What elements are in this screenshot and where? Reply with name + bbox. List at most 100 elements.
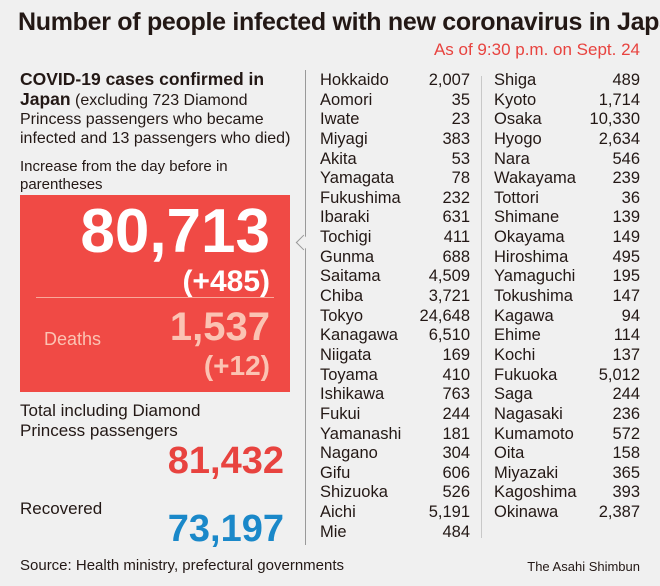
prefecture-row: Ibaraki 631 (320, 208, 470, 228)
prefecture-cases: 36 (621, 188, 640, 207)
prefecture-name: Niigata (320, 345, 372, 364)
recovered-label: Recovered (20, 499, 103, 518)
prefecture-cases: 546 (612, 149, 640, 168)
prefecture-name: Osaka (494, 110, 542, 129)
prefecture-name: Hyogo (494, 129, 542, 148)
prefecture-cases: 232 (442, 188, 470, 207)
prefecture-row: Yamagata 78 (320, 169, 470, 189)
prefecture-cases: 2,007 (428, 71, 470, 89)
prefecture-cases: 5,191 (428, 503, 470, 522)
prefecture-cases: 137 (612, 345, 640, 364)
prefecture-name: Nara (494, 149, 530, 168)
prefecture-cases: 2,387 (598, 503, 640, 522)
prefecture-row: Aichi 5,191 (320, 503, 470, 523)
prefecture-cases: 495 (612, 247, 640, 266)
prefecture-name: Tottori (494, 188, 539, 207)
intro-text: COVID-19 cases confirmed in Japan (exclu… (20, 70, 310, 148)
prefecture-cases: 606 (442, 463, 470, 482)
prefecture-row: Nagasaki 236 (494, 405, 640, 425)
prefecture-row: Saga 244 (494, 385, 640, 405)
prefecture-row: Nagano 304 (320, 444, 470, 464)
prefecture-row: Iwate 23 (320, 110, 470, 130)
prefecture-cases: 2,634 (598, 129, 640, 148)
prefecture-cases: 78 (451, 169, 470, 188)
prefecture-cases: 53 (451, 149, 470, 168)
prefecture-row: Shiga 489 (494, 71, 640, 91)
prefecture-cases: 365 (612, 463, 640, 482)
prefecture-row: Miyazaki 365 (494, 464, 640, 484)
prefecture-cases: 304 (442, 444, 470, 463)
prefecture-name: Shimane (494, 208, 560, 227)
prefecture-name: Kagoshima (494, 483, 577, 502)
prefecture-name: Oita (494, 444, 525, 463)
deaths-count: 1,537 (169, 305, 270, 349)
credit: The Asahi Shimbun (527, 559, 640, 574)
prefecture-row: Hiroshima 495 (494, 248, 640, 268)
prefecture-name: Miyagi (320, 129, 368, 148)
prefecture-name: Ibaraki (320, 208, 370, 227)
prefecture-name: Saga (494, 385, 533, 404)
including-dp-total: 81,432 (167, 440, 284, 482)
prefecture-name: Ehime (494, 326, 541, 345)
prefecture-name: Hokkaido (320, 71, 389, 89)
prefecture-row: Shimane 139 (494, 208, 640, 228)
prefecture-name: Fukuoka (494, 365, 558, 384)
prefecture-name: Gunma (320, 247, 375, 266)
prefecture-name: Shizuoka (320, 483, 388, 502)
prefecture-list-east: Hokkaido 2,007 Aomori 35 Iwate 23 Miyagi 383 Aki… (320, 71, 470, 542)
prefecture-cases: 236 (612, 404, 640, 423)
page-title: Number of people infected with new coron… (18, 8, 660, 36)
prefecture-row: Miyagi 383 (320, 130, 470, 150)
prefecture-row: Fukui 244 (320, 405, 470, 425)
prefecture-name: Kumamoto (494, 424, 574, 443)
prefecture-name: Nagasaki (494, 404, 563, 423)
prefecture-row: Ishikawa 763 (320, 385, 470, 405)
increase-note: Increase from the day before in parenthe… (20, 158, 228, 193)
prefecture-name: Kyoto (494, 90, 537, 109)
prefecture-name: Ishikawa (320, 385, 385, 404)
prefecture-name: Aomori (320, 90, 373, 109)
prefecture-name: Kagawa (494, 306, 554, 325)
column-divider (481, 76, 482, 538)
prefecture-cases: 244 (612, 385, 640, 404)
prefecture-name: Chiba (320, 287, 364, 306)
prefecture-row: Kagoshima 393 (494, 483, 640, 503)
intro-heading: COVID-19 cases confirmed in Japan (20, 69, 265, 109)
total-cases-increase: (+485) (182, 265, 270, 298)
prefecture-row: Yamaguchi 195 (494, 267, 640, 287)
prefecture-name: Fukui (320, 404, 361, 423)
prefecture-cases: 35 (451, 90, 470, 109)
prefecture-row: Shizuoka 526 (320, 483, 470, 503)
prefecture-row: Mie 484 (320, 523, 470, 543)
prefecture-name: Okinawa (494, 503, 559, 522)
prefecture-row: Oita 158 (494, 444, 640, 464)
prefecture-row: Gifu 606 (320, 464, 470, 484)
prefecture-row: Tochigi 411 (320, 228, 470, 248)
prefecture-row: Tokyo 24,648 (320, 307, 470, 327)
prefecture-row: Ehime 114 (494, 326, 640, 346)
prefecture-cases: 484 (442, 522, 470, 541)
prefecture-cases: 572 (612, 424, 640, 443)
prefecture-cases: 411 (443, 228, 470, 247)
prefecture-name: Tokushima (494, 287, 573, 306)
prefecture-row: Kochi 137 (494, 346, 640, 366)
prefecture-name: Gifu (320, 463, 351, 482)
prefecture-name: Mie (320, 522, 347, 541)
prefecture-name: Kochi (494, 345, 536, 364)
intro-detail: (excluding 723 Diamond Princess passenge… (20, 92, 291, 147)
recovered-count: 73,197 (167, 508, 284, 550)
prefecture-name: Nagano (320, 444, 378, 463)
total-cases: 80,713 (80, 197, 270, 266)
prefecture-row: Chiba 3,721 (320, 287, 470, 307)
prefecture-cases: 195 (612, 267, 640, 286)
as-of-timestamp: As of 9:30 p.m. on Sept. 24 (433, 40, 640, 59)
prefecture-row: Osaka 10,330 (494, 110, 640, 130)
deaths-label: Deaths (44, 329, 102, 349)
prefecture-row: Fukuoka 5,012 (494, 366, 640, 386)
prefecture-row: Saitama 4,509 (320, 267, 470, 287)
prefecture-row: Niigata 169 (320, 346, 470, 366)
prefecture-cases: 410 (442, 365, 470, 384)
prefecture-name: Akita (320, 149, 357, 168)
prefecture-row: Kagawa 94 (494, 307, 640, 327)
prefecture-cases: 1,714 (598, 90, 640, 109)
